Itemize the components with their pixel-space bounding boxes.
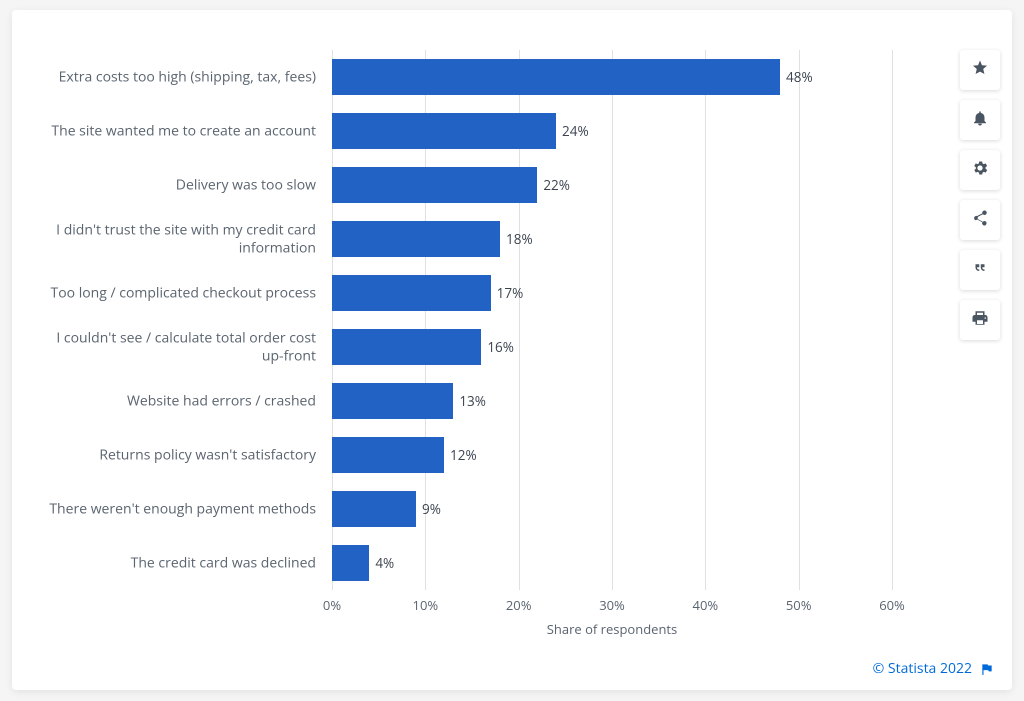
bar[interactable]: 9%	[332, 491, 416, 527]
chart-row: Delivery was too slow 22%	[32, 158, 932, 212]
category-label: Delivery was too slow	[32, 176, 322, 194]
bar[interactable]: 16%	[332, 329, 481, 365]
category-label: Website had errors / crashed	[32, 392, 322, 410]
chart-row: Returns policy wasn't satisfactory 12%	[32, 428, 932, 482]
x-tick-label: 60%	[879, 596, 905, 614]
bar-value-label: 18%	[506, 230, 533, 248]
x-axis-label: Share of respondents	[332, 620, 892, 638]
chart-row: The credit card was declined 4%	[32, 536, 932, 590]
star-icon	[971, 59, 989, 82]
bar-value-label: 17%	[497, 284, 524, 302]
bell-icon	[971, 109, 989, 132]
bar[interactable]: 4%	[332, 545, 369, 581]
category-label: The credit card was declined	[32, 554, 322, 572]
bar[interactable]: 24%	[332, 113, 556, 149]
quote-icon	[971, 259, 989, 282]
bar[interactable]: 13%	[332, 383, 453, 419]
chart-row: Website had errors / crashed 13%	[32, 374, 932, 428]
bar-value-label: 4%	[375, 554, 394, 572]
bar[interactable]: 12%	[332, 437, 444, 473]
chart-row: I didn't trust the site with my credit c…	[32, 212, 932, 266]
bar[interactable]: 18%	[332, 221, 500, 257]
bar-value-label: 9%	[422, 500, 441, 518]
print-icon	[971, 309, 989, 332]
category-label: The site wanted me to create an account	[32, 122, 322, 140]
bar[interactable]: 48%	[332, 59, 780, 95]
chart-row: I couldn't see / calculate total order c…	[32, 320, 932, 374]
x-tick-label: 20%	[506, 596, 532, 614]
chart-container: Share of respondents 0% 10% 20% 30% 40% 50% 60…	[12, 10, 952, 690]
bar[interactable]: 22%	[332, 167, 537, 203]
bar-value-label: 48%	[786, 68, 813, 86]
x-tick-label: 0%	[323, 596, 341, 614]
bar-value-label: 12%	[450, 446, 477, 464]
x-tick-label: 40%	[693, 596, 719, 614]
bar[interactable]: 17%	[332, 275, 491, 311]
flag-icon[interactable]	[980, 662, 994, 676]
chart-row: The site wanted me to create an account 2…	[32, 104, 932, 158]
category-label: I didn't trust the site with my credit c…	[32, 222, 322, 257]
chart-row: Extra costs too high (shipping, tax, fee…	[32, 50, 932, 104]
chart-plot-area: Share of respondents 0%10%20%30%40%50%60…	[32, 50, 932, 590]
chart-action-sidebar	[960, 50, 1000, 340]
credit-text[interactable]: © Statista 2022	[873, 659, 972, 678]
share-button[interactable]	[960, 200, 1000, 240]
share-icon	[971, 209, 989, 232]
x-tick-label: 30%	[599, 596, 625, 614]
x-tick-label: 50%	[786, 596, 812, 614]
bar-value-label: 22%	[543, 176, 570, 194]
alert-button[interactable]	[960, 100, 1000, 140]
chart-card: Share of respondents 0% 10% 20% 30% 40% 50% 60…	[12, 10, 1012, 690]
bar-value-label: 16%	[487, 338, 514, 356]
category-label: I couldn't see / calculate total order c…	[32, 330, 322, 365]
x-tick-label: 10%	[413, 596, 439, 614]
category-label: Extra costs too high (shipping, tax, fee…	[32, 68, 322, 86]
chart-row: Too long / complicated checkout process 1…	[32, 266, 932, 320]
category-label: There weren't enough payment methods	[32, 500, 322, 518]
category-label: Returns policy wasn't satisfactory	[32, 446, 322, 464]
chart-row: There weren't enough payment methods 9%	[32, 482, 932, 536]
print-button[interactable]	[960, 300, 1000, 340]
bar-value-label: 13%	[459, 392, 486, 410]
category-label: Too long / complicated checkout process	[32, 284, 322, 302]
gear-icon	[971, 159, 989, 182]
settings-button[interactable]	[960, 150, 1000, 190]
chart-footer: © Statista 2022	[873, 659, 994, 678]
cite-button[interactable]	[960, 250, 1000, 290]
bar-value-label: 24%	[562, 122, 589, 140]
favorite-button[interactable]	[960, 50, 1000, 90]
